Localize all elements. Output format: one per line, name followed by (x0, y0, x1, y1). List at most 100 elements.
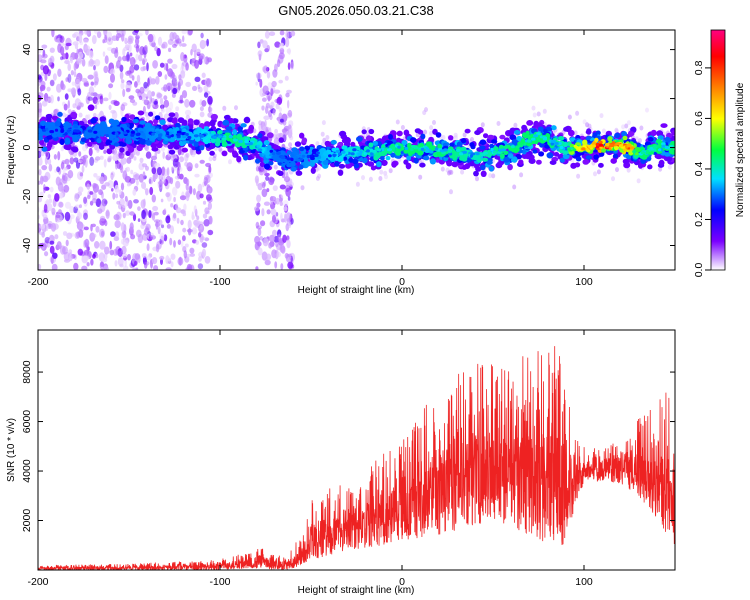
spectrogram-noise-point (475, 176, 479, 182)
spectrogram-noise-point (118, 189, 122, 196)
spectrogram-ridge-peak (212, 135, 217, 140)
spectrogram-noise-point (92, 253, 96, 259)
spectrogram-noise-point (279, 42, 284, 47)
spectrogram-noise-point (155, 76, 160, 85)
spectrogram-noise-point (278, 79, 284, 84)
spectrogram-ridge-point (222, 119, 230, 126)
spectrogram-noise-point (151, 91, 155, 97)
spectrogram-noise-point (275, 197, 280, 205)
spectrogram-noise-point (187, 30, 193, 36)
spectrogram-noise-point (287, 62, 291, 70)
spectrogram-noise-point (89, 58, 94, 67)
spectrogram-noise-point (596, 169, 601, 175)
spectrogram-noise-point (57, 43, 62, 53)
spectrogram-ridge-peak (410, 148, 414, 152)
spectrogram-noise-point (122, 55, 128, 62)
spectrogram-noise-point (99, 176, 105, 185)
spectrogram-noise-point (204, 180, 207, 187)
spectrogram-ridge-point (525, 153, 531, 160)
spectrogram-ridge-point (330, 139, 337, 145)
spectrogram-noise-point (107, 155, 112, 161)
spectrogram-ridge-point (451, 161, 459, 168)
spectrogram-noise-point (43, 203, 48, 213)
spectrogram-ridge-point (378, 150, 384, 157)
spectrogram-noise-point (269, 196, 277, 202)
spectrogram-noise-point (38, 196, 43, 203)
spectrogram-ridge-point (167, 144, 174, 150)
spectrogram-ridge-point (139, 138, 146, 145)
spectrogram-noise-point (42, 175, 49, 183)
spectrogram-ridge-point (337, 169, 344, 176)
spectrogram-noise-point (194, 173, 200, 178)
spectrogram-ridge-point (236, 155, 242, 163)
spectrogram-noise-point (120, 222, 125, 232)
spectrogram-noise-point (113, 100, 120, 106)
spectrogram-noise-point (93, 30, 99, 35)
spectrogram-noise-point (160, 198, 164, 203)
snr-ylabel: SNR (10 * v/v) (6, 418, 17, 482)
spectrogram-noise-point (165, 215, 171, 224)
spectrogram-ridge-peak (233, 138, 238, 142)
spectrogram-noise-point (43, 184, 46, 194)
spectrogram-noise-point (89, 191, 94, 195)
spectrogram-ridge-point (521, 124, 527, 131)
spectrogram-noise-point (119, 263, 124, 268)
spectrogram-ridge-point (232, 129, 238, 136)
spectrogram-ridge-point (120, 142, 127, 147)
spectrogram-ridge-point (414, 128, 422, 134)
spectrogram-noise-point (137, 218, 141, 223)
spectrogram-noise-point (199, 106, 204, 112)
spectrogram-noise-point (621, 124, 626, 130)
spectrogram-noise-point (38, 180, 41, 185)
spectrogram-ridge-point (446, 161, 453, 167)
spectrogram-noise-point (388, 168, 393, 174)
spectrogram-noise-point (111, 149, 115, 154)
spectrogram-noise-point (172, 87, 178, 95)
spectrogram-noise-point (91, 34, 97, 45)
spectrogram-noise-point (139, 86, 145, 94)
spectrogram-ridge-peak (140, 132, 146, 136)
y-tick-label: 6000 (21, 410, 33, 434)
spectrogram-noise-point (74, 98, 81, 107)
spectrogram-ridge-point (550, 125, 557, 131)
spectrogram-noise-point (175, 38, 182, 44)
spectrogram-noise-point (286, 239, 291, 249)
spectrogram-ridge-point (318, 148, 324, 155)
spectrogram-noise-point (112, 192, 116, 200)
spectrogram-ridge-point (622, 135, 628, 141)
spectrogram-ridge-peak (182, 135, 187, 139)
spectrogram-noise-point (159, 238, 162, 245)
spectrogram-noise-point (272, 229, 277, 237)
spectrogram-noise-point (102, 97, 109, 102)
spectrogram-noise-point (183, 203, 187, 211)
spectrogram-noise-point (54, 234, 59, 240)
spectrogram-noise-point (280, 118, 284, 123)
spectrogram-ridge-point (461, 164, 468, 170)
spectrogram-ridge-point (391, 161, 397, 168)
spectrogram-noise-point (269, 114, 273, 120)
spectrogram-noise-point (205, 194, 212, 201)
spectrogram-noise-point (199, 159, 205, 164)
spectrogram-noise-point (270, 88, 274, 97)
spectrogram-ridge-peak (425, 147, 430, 151)
spectrogram-noise-point (104, 182, 110, 187)
spectrogram-noise-point (542, 108, 547, 114)
spectrogram-ridge-point (593, 154, 599, 160)
spectrogram-noise-point (44, 236, 51, 244)
spectrogram-noise-point (114, 184, 120, 193)
spectrogram-ridge-point (460, 138, 467, 144)
spectrogram-ridge-point (543, 128, 548, 134)
spectrogram-noise-point (132, 267, 138, 270)
spectrogram-noise-point (259, 236, 263, 241)
spectrogram-noise-point (197, 183, 203, 193)
spectrogram-noise-point (181, 30, 188, 35)
spectrogram-noise-point (163, 208, 167, 214)
spectrogram-noise-point (84, 45, 91, 53)
spectrogram-noise-point (145, 115, 150, 121)
spectrogram-ridge-peak (135, 132, 140, 137)
spectrogram-noise-point (39, 224, 46, 230)
spectrogram-noise-point (61, 175, 68, 184)
spectrogram-noise-point (133, 156, 137, 161)
spectrogram-noise-point (234, 105, 238, 111)
spectrogram-ridge-peak (206, 134, 211, 138)
